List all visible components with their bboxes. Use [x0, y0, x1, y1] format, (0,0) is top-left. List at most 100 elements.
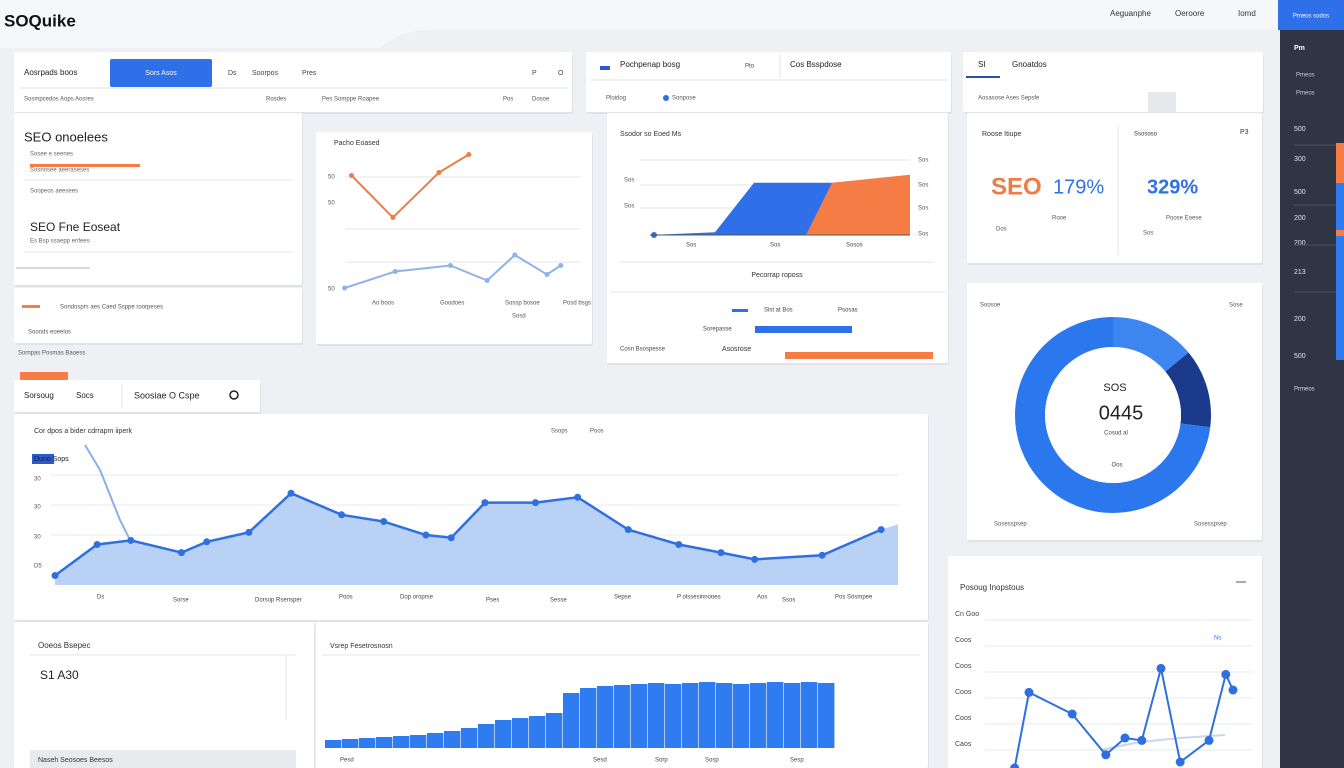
- row-label: Asosrose: [722, 346, 751, 353]
- row-label: Cosn Bsospesse: [620, 347, 666, 353]
- toolbar-link[interactable]: Ds: [228, 70, 237, 77]
- nav-link[interactable]: Aeguanphe: [1110, 9, 1151, 18]
- x-label: Sepse: [614, 595, 632, 601]
- bar: [563, 693, 580, 748]
- point: [51, 572, 59, 580]
- chart-title: Ssodor so Eoed Ms: [620, 131, 682, 138]
- point: [624, 526, 632, 534]
- x-label: Pesd: [340, 758, 354, 764]
- card-footer: Sooods eoeelos: [28, 330, 71, 336]
- tab[interactable]: Socs: [76, 391, 94, 400]
- row-label: Sist at Bos: [764, 308, 793, 314]
- stat-title: Roose Itiupe: [982, 131, 1021, 138]
- sidebar-value: 213: [1294, 269, 1306, 276]
- toolbar-link[interactable]: Pres: [302, 70, 317, 77]
- y-label: 30: [34, 477, 41, 483]
- toolbar-panel: [586, 52, 951, 112]
- point: [1175, 757, 1185, 767]
- header-wave: [0, 0, 1344, 48]
- sidebar-footer: Prmeos: [1294, 387, 1315, 393]
- x-label: Ds: [97, 595, 104, 601]
- donut-center-caption: Cosud al: [1104, 431, 1128, 437]
- point: [422, 531, 430, 539]
- x-label: Ao boos: [372, 301, 394, 307]
- toolbar-title: Gnoatdos: [1012, 60, 1047, 69]
- card-line: Es Bsp ssaepp enfees: [30, 239, 90, 245]
- x-label: Posd bsgs: [563, 301, 591, 307]
- bar: [699, 682, 716, 748]
- x-label: Sos: [686, 243, 696, 249]
- sidebar: [1280, 30, 1344, 768]
- toolbar-sub: Sonpose: [672, 96, 696, 102]
- y-label: Sos: [918, 158, 928, 164]
- point: [436, 170, 442, 175]
- toolbar-sub: Dosoe: [532, 97, 550, 103]
- point: [1024, 687, 1034, 697]
- button-label[interactable]: Pmeos sodos: [1293, 14, 1329, 20]
- card-bar: [22, 305, 40, 308]
- y-label: 30: [34, 505, 41, 511]
- button-label[interactable]: Sors Asos: [145, 70, 177, 77]
- nav-link[interactable]: Iomd: [1238, 9, 1256, 18]
- toolbar-sub: Aosasose Ases Sepsfe: [978, 96, 1040, 102]
- tab[interactable]: Sorsoug: [24, 391, 54, 400]
- x-label: Sosos: [846, 243, 863, 249]
- point: [675, 541, 683, 548]
- sidebar-value: 300: [1294, 156, 1306, 163]
- toolbar-sub: Rosdes: [266, 97, 286, 103]
- toolbar-link[interactable]: O: [558, 70, 564, 77]
- progress: [785, 352, 933, 359]
- stat-seo: SEO: [991, 173, 1042, 200]
- card-footer: Sondosprs aes Caed Ssppe roorpeses: [60, 305, 163, 311]
- tab[interactable]: Soosiae O Cspe: [134, 390, 200, 400]
- y-label: Coos: [955, 715, 972, 722]
- card: [948, 556, 1262, 768]
- card: [14, 622, 314, 768]
- y-label: Coos: [955, 689, 972, 696]
- stat-caption: Dos: [996, 227, 1007, 233]
- toolbar-link[interactable]: P: [532, 70, 537, 77]
- card-line: Soopeos aeesees: [30, 189, 78, 195]
- footer-band: [30, 750, 296, 768]
- point: [532, 499, 540, 507]
- point: [349, 173, 354, 178]
- toolbar-button[interactable]: [110, 59, 212, 87]
- card: [316, 132, 592, 344]
- x-label: Sossp bosoe: [505, 301, 540, 307]
- point: [717, 549, 725, 557]
- bar: [614, 685, 631, 748]
- stat-code: P3: [1240, 129, 1249, 136]
- stat-caption: Rooe: [1052, 216, 1067, 222]
- toolbar-link[interactable]: Soorpos: [252, 70, 279, 77]
- point: [127, 536, 135, 544]
- card: [607, 113, 948, 363]
- donut-slice: [1165, 352, 1211, 428]
- bar: [495, 720, 512, 748]
- toolbar-sub: Pes Somppe Roapee: [322, 97, 380, 103]
- donut-center-value: 0445: [1099, 402, 1144, 424]
- donut-slice: [1014, 317, 1211, 513]
- sidebar-value: 200: [1294, 240, 1306, 247]
- sidebar-bar: [1336, 143, 1344, 183]
- chart-label: Poos: [590, 429, 604, 435]
- point: [1101, 750, 1111, 760]
- toolbar-link[interactable]: Pto: [745, 64, 755, 70]
- top-button[interactable]: [1278, 0, 1344, 30]
- x-label: Sosp: [705, 758, 719, 764]
- x-label: Sos: [770, 243, 780, 249]
- y-label: Sos: [918, 183, 928, 189]
- bar: [716, 683, 733, 748]
- point: [574, 493, 582, 501]
- bar: [359, 738, 376, 748]
- nav-link[interactable]: Oeroore: [1175, 9, 1205, 18]
- stat-title: Ssososo: [1134, 132, 1158, 138]
- bar: [784, 683, 801, 748]
- sidebar-item[interactable]: Pmeos: [1296, 91, 1315, 97]
- card: [14, 113, 302, 285]
- point: [380, 518, 388, 526]
- sidebar-item[interactable]: Pmeos: [1296, 73, 1315, 79]
- y-label: Sos: [624, 178, 634, 184]
- bar: [733, 684, 750, 748]
- x-label: Dop oroprse: [400, 595, 434, 601]
- y-label: Coos: [955, 663, 972, 670]
